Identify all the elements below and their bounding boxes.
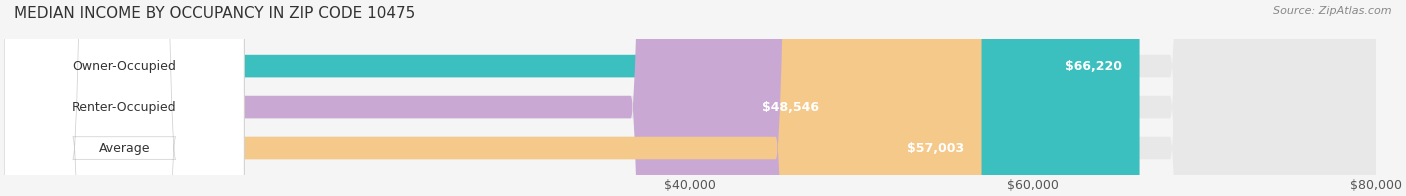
FancyBboxPatch shape bbox=[4, 0, 245, 196]
Text: $66,220: $66,220 bbox=[1066, 60, 1122, 73]
FancyBboxPatch shape bbox=[4, 0, 837, 196]
Text: Source: ZipAtlas.com: Source: ZipAtlas.com bbox=[1274, 6, 1392, 16]
FancyBboxPatch shape bbox=[4, 0, 1376, 196]
FancyBboxPatch shape bbox=[4, 0, 245, 196]
FancyBboxPatch shape bbox=[4, 0, 981, 196]
Text: Average: Average bbox=[98, 142, 150, 154]
Text: MEDIAN INCOME BY OCCUPANCY IN ZIP CODE 10475: MEDIAN INCOME BY OCCUPANCY IN ZIP CODE 1… bbox=[14, 6, 415, 21]
Text: Renter-Occupied: Renter-Occupied bbox=[72, 101, 177, 113]
Text: $57,003: $57,003 bbox=[907, 142, 965, 154]
FancyBboxPatch shape bbox=[4, 0, 1376, 196]
FancyBboxPatch shape bbox=[4, 0, 1140, 196]
FancyBboxPatch shape bbox=[4, 0, 1376, 196]
Text: Owner-Occupied: Owner-Occupied bbox=[72, 60, 176, 73]
FancyBboxPatch shape bbox=[4, 0, 245, 196]
Text: $48,546: $48,546 bbox=[762, 101, 820, 113]
